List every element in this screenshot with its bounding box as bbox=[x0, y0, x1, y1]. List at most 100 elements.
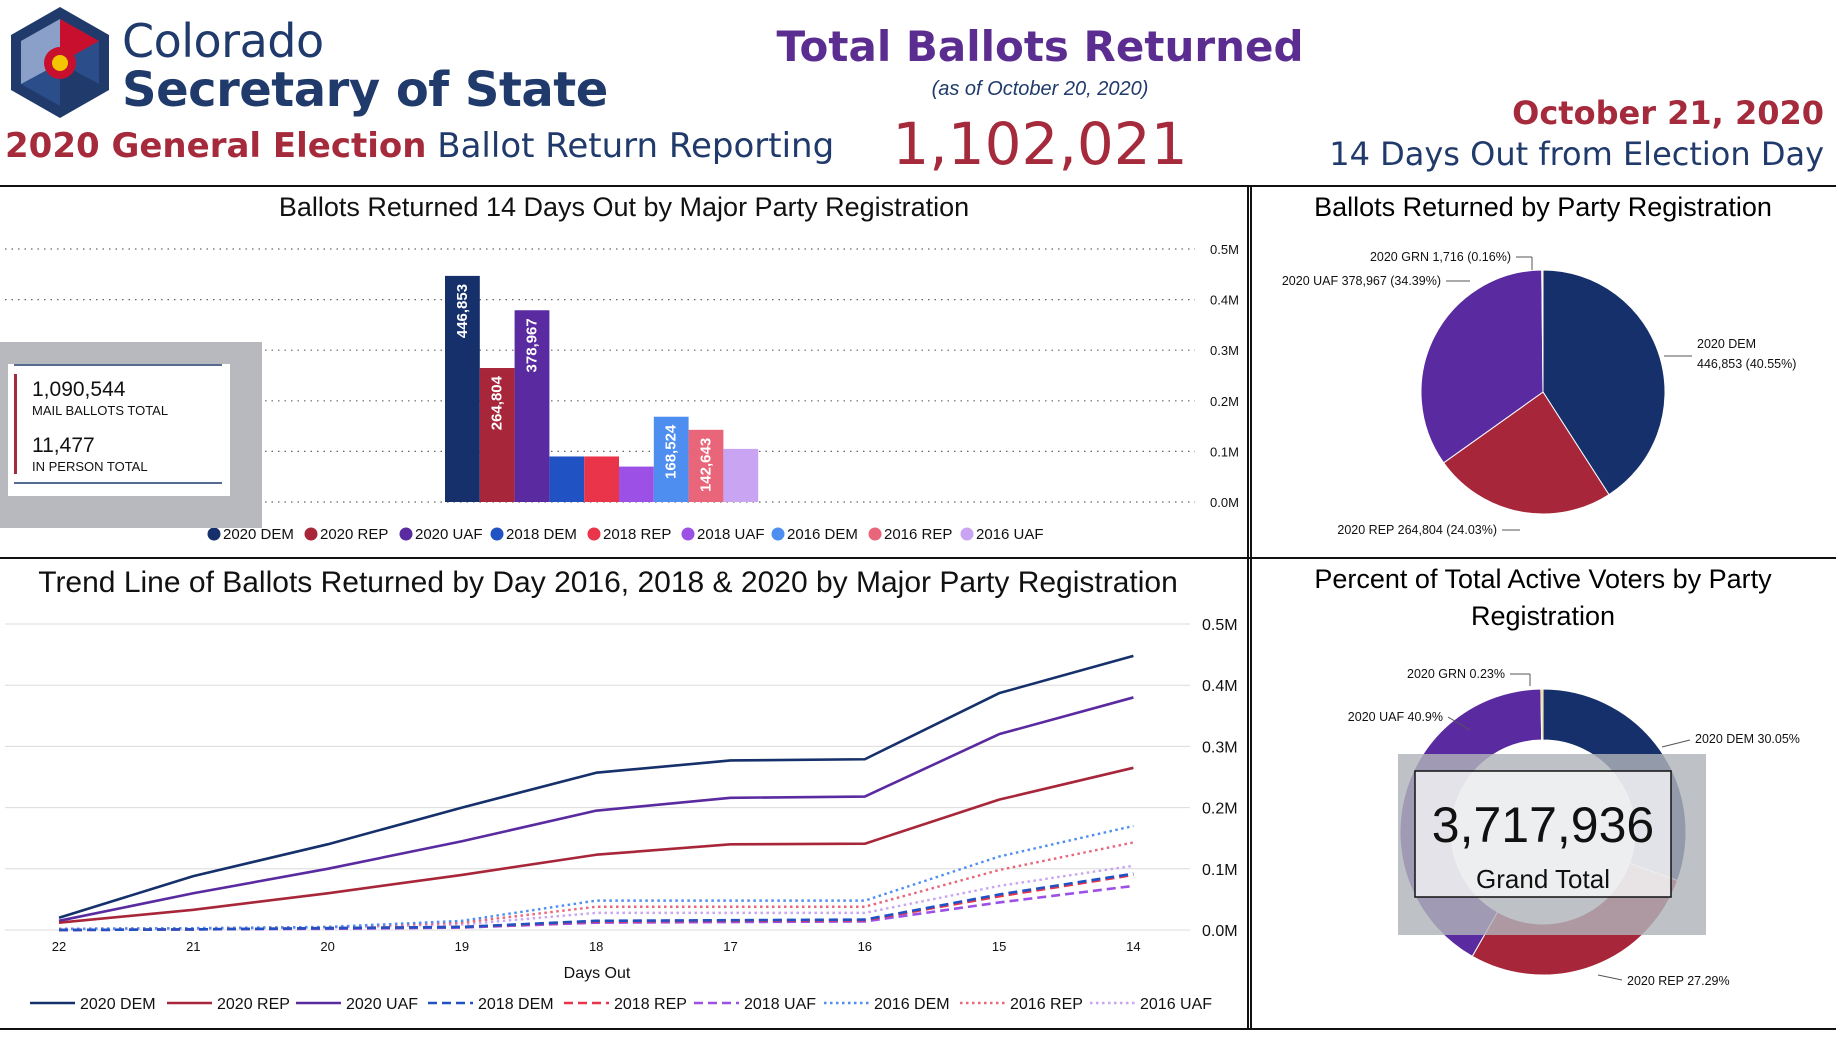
pie-slice-label: 2020 REP 264,804 (24.03%) bbox=[1337, 523, 1497, 537]
line-y-tick-label: 0.4M bbox=[1202, 678, 1238, 695]
summary-box: 1,090,544 MAIL BALLOTS TOTAL 11,477 IN P… bbox=[0, 342, 262, 528]
bar-legend-swatch bbox=[399, 527, 413, 541]
bar-legend-swatch bbox=[490, 527, 504, 541]
line-y-tick-label: 0.0M bbox=[1202, 923, 1238, 940]
line-series-2020-dem bbox=[58, 654, 1134, 920]
page-subtitle: 2020 General Election Ballot Return Repo… bbox=[5, 126, 834, 166]
line-legend-item: 2016 DEM bbox=[874, 996, 950, 1013]
bar-y-tick-label: 0.2M bbox=[1210, 394, 1239, 409]
bar-y-tick-label: 0.5M bbox=[1210, 242, 1239, 257]
brand-line-1: Colorado bbox=[122, 14, 324, 68]
donut-leader-line bbox=[1447, 716, 1471, 731]
line-x-tick-label: 17 bbox=[723, 939, 737, 954]
pie-slice-label: 2020 UAF 378,967 (34.39%) bbox=[1282, 274, 1441, 288]
line-y-tick-label: 0.2M bbox=[1202, 801, 1238, 818]
grand-total-label: Grand Total bbox=[1476, 864, 1610, 894]
in-person-value: 11,477 bbox=[32, 434, 95, 457]
bar-chart-title: Ballots Returned 14 Days Out by Major Pa… bbox=[279, 192, 969, 222]
as-of-date: (as of October 20, 2020) bbox=[931, 78, 1149, 100]
trend-line-chart: Trend Line of Ballots Returned by Day 20… bbox=[5, 566, 1238, 1013]
bar-legend-item: 2016 REP bbox=[884, 526, 952, 543]
bar-legend-swatch bbox=[868, 527, 882, 541]
bar-legend-item: 2016 DEM bbox=[787, 526, 858, 543]
donut-slice-label: 2020 DEM 30.05% bbox=[1695, 732, 1800, 746]
line-legend-item: 2018 REP bbox=[614, 996, 687, 1013]
line-y-tick-label: 0.5M bbox=[1202, 617, 1238, 634]
total-ballots-value: 1,102,021 bbox=[892, 110, 1188, 178]
donut-leader-line bbox=[1661, 739, 1691, 748]
line-x-axis-label: Days Out bbox=[564, 965, 631, 982]
bar-legend-item: 2020 REP bbox=[320, 526, 388, 543]
line-legend-item: 2020 DEM bbox=[80, 996, 156, 1013]
line-x-tick-label: 19 bbox=[455, 939, 469, 954]
bar-legend-swatch bbox=[960, 527, 974, 541]
divider-top bbox=[0, 185, 1836, 187]
report-date: October 21, 2020 bbox=[1512, 94, 1824, 132]
divider-vertical-left bbox=[1247, 185, 1249, 1030]
donut-slice-2020-grn bbox=[1540, 688, 1544, 741]
bar-legend-item: 2018 UAF bbox=[697, 526, 765, 543]
line-series-2020-uaf bbox=[58, 696, 1134, 923]
mail-ballots-label: MAIL BALLOTS TOTAL bbox=[32, 403, 168, 418]
line-y-tick-label: 0.3M bbox=[1202, 739, 1238, 756]
bar-legend-item: 2016 UAF bbox=[976, 526, 1044, 543]
line-legend-item: 2016 UAF bbox=[1140, 996, 1212, 1013]
bar-2020-dem bbox=[445, 275, 480, 502]
bar-2016-uaf bbox=[723, 448, 759, 502]
bar-2018-dem bbox=[549, 456, 585, 502]
donut-title-line-1: Percent of Total Active Voters by Party bbox=[1314, 564, 1772, 594]
bar-data-label: 446,853 bbox=[454, 284, 471, 338]
brand-line-2: Secretary of State bbox=[122, 62, 608, 118]
grand-total-value: 3,717,936 bbox=[1432, 797, 1654, 853]
line-legend-item: 2020 REP bbox=[217, 996, 290, 1013]
active-voters-donut-chart: Percent of Total Active Voters by Party … bbox=[1314, 564, 1800, 988]
bar-2016-rep bbox=[688, 429, 724, 502]
bar-chart: Ballots Returned 14 Days Out by Major Pa… bbox=[5, 192, 1239, 543]
bar-legend-swatch bbox=[587, 527, 601, 541]
line-legend-item: 2016 REP bbox=[1010, 996, 1083, 1013]
pie-slice-label: 2020 DEM 446,853 (40.55%) bbox=[1697, 337, 1796, 371]
bar-2020-rep bbox=[479, 368, 515, 502]
bar-legend-item: 2018 DEM bbox=[506, 526, 577, 543]
pie-slice-label: 2020 GRN 1,716 (0.16%) bbox=[1370, 250, 1511, 264]
line-x-tick-label: 16 bbox=[858, 939, 872, 954]
line-chart-title: Trend Line of Ballots Returned by Day 20… bbox=[38, 566, 1178, 599]
bar-2018-uaf bbox=[619, 466, 654, 502]
line-series-2020-rep bbox=[58, 766, 1134, 924]
bar-legend-item: 2020 UAF bbox=[415, 526, 483, 543]
bar-legend-swatch bbox=[771, 527, 785, 541]
line-x-tick-label: 21 bbox=[186, 939, 200, 954]
line-x-tick-label: 18 bbox=[589, 939, 603, 954]
line-series-2018-dem bbox=[58, 872, 1134, 932]
donut-title-line-2: Registration bbox=[1471, 601, 1615, 631]
bar-2016-dem bbox=[653, 416, 689, 502]
bar-2018-rep bbox=[584, 456, 619, 502]
total-ballots-title: Total Ballots Returned bbox=[776, 22, 1304, 71]
bar-data-label: 142,643 bbox=[698, 438, 715, 492]
divider-bottom bbox=[0, 1028, 1836, 1030]
line-x-tick-label: 22 bbox=[52, 939, 66, 954]
bar-legend-swatch bbox=[207, 527, 221, 541]
line-x-tick-label: 14 bbox=[1126, 939, 1140, 954]
bar-legend-swatch bbox=[681, 527, 695, 541]
bar-legend-swatch bbox=[304, 527, 318, 541]
bar-data-label: 168,524 bbox=[663, 424, 680, 479]
line-series-2016-dem bbox=[58, 824, 1134, 930]
donut-slice-label: 2020 GRN 0.23% bbox=[1407, 667, 1505, 681]
donut-slice-label: 2020 REP 27.29% bbox=[1627, 974, 1730, 988]
pie-slice-2020-rep bbox=[1442, 391, 1610, 515]
bar-legend-item: 2018 REP bbox=[603, 526, 671, 543]
bar-data-label: 378,967 bbox=[524, 318, 541, 372]
donut-slice-label: 2020 UAF 40.9% bbox=[1348, 710, 1443, 724]
bar-data-label: 264,804 bbox=[489, 375, 506, 430]
party-pie-chart: Ballots Returned by Party Registration 2… bbox=[1282, 192, 1797, 537]
bar-y-tick-label: 0.0M bbox=[1210, 495, 1239, 510]
line-legend-item: 2018 UAF bbox=[744, 996, 816, 1013]
bar-y-tick-label: 0.1M bbox=[1210, 444, 1239, 459]
line-legend-item: 2018 DEM bbox=[478, 996, 554, 1013]
bar-y-tick-label: 0.3M bbox=[1210, 343, 1239, 358]
bar-legend-item: 2020 DEM bbox=[223, 526, 294, 543]
subtitle-election: 2020 General Election bbox=[5, 126, 427, 166]
days-out-label: 14 Days Out from Election Day bbox=[1329, 135, 1824, 173]
